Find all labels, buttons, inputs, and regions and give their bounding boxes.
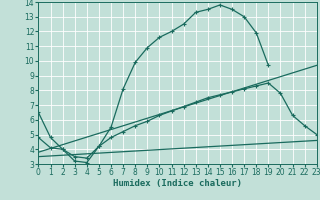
X-axis label: Humidex (Indice chaleur): Humidex (Indice chaleur) xyxy=(113,179,242,188)
